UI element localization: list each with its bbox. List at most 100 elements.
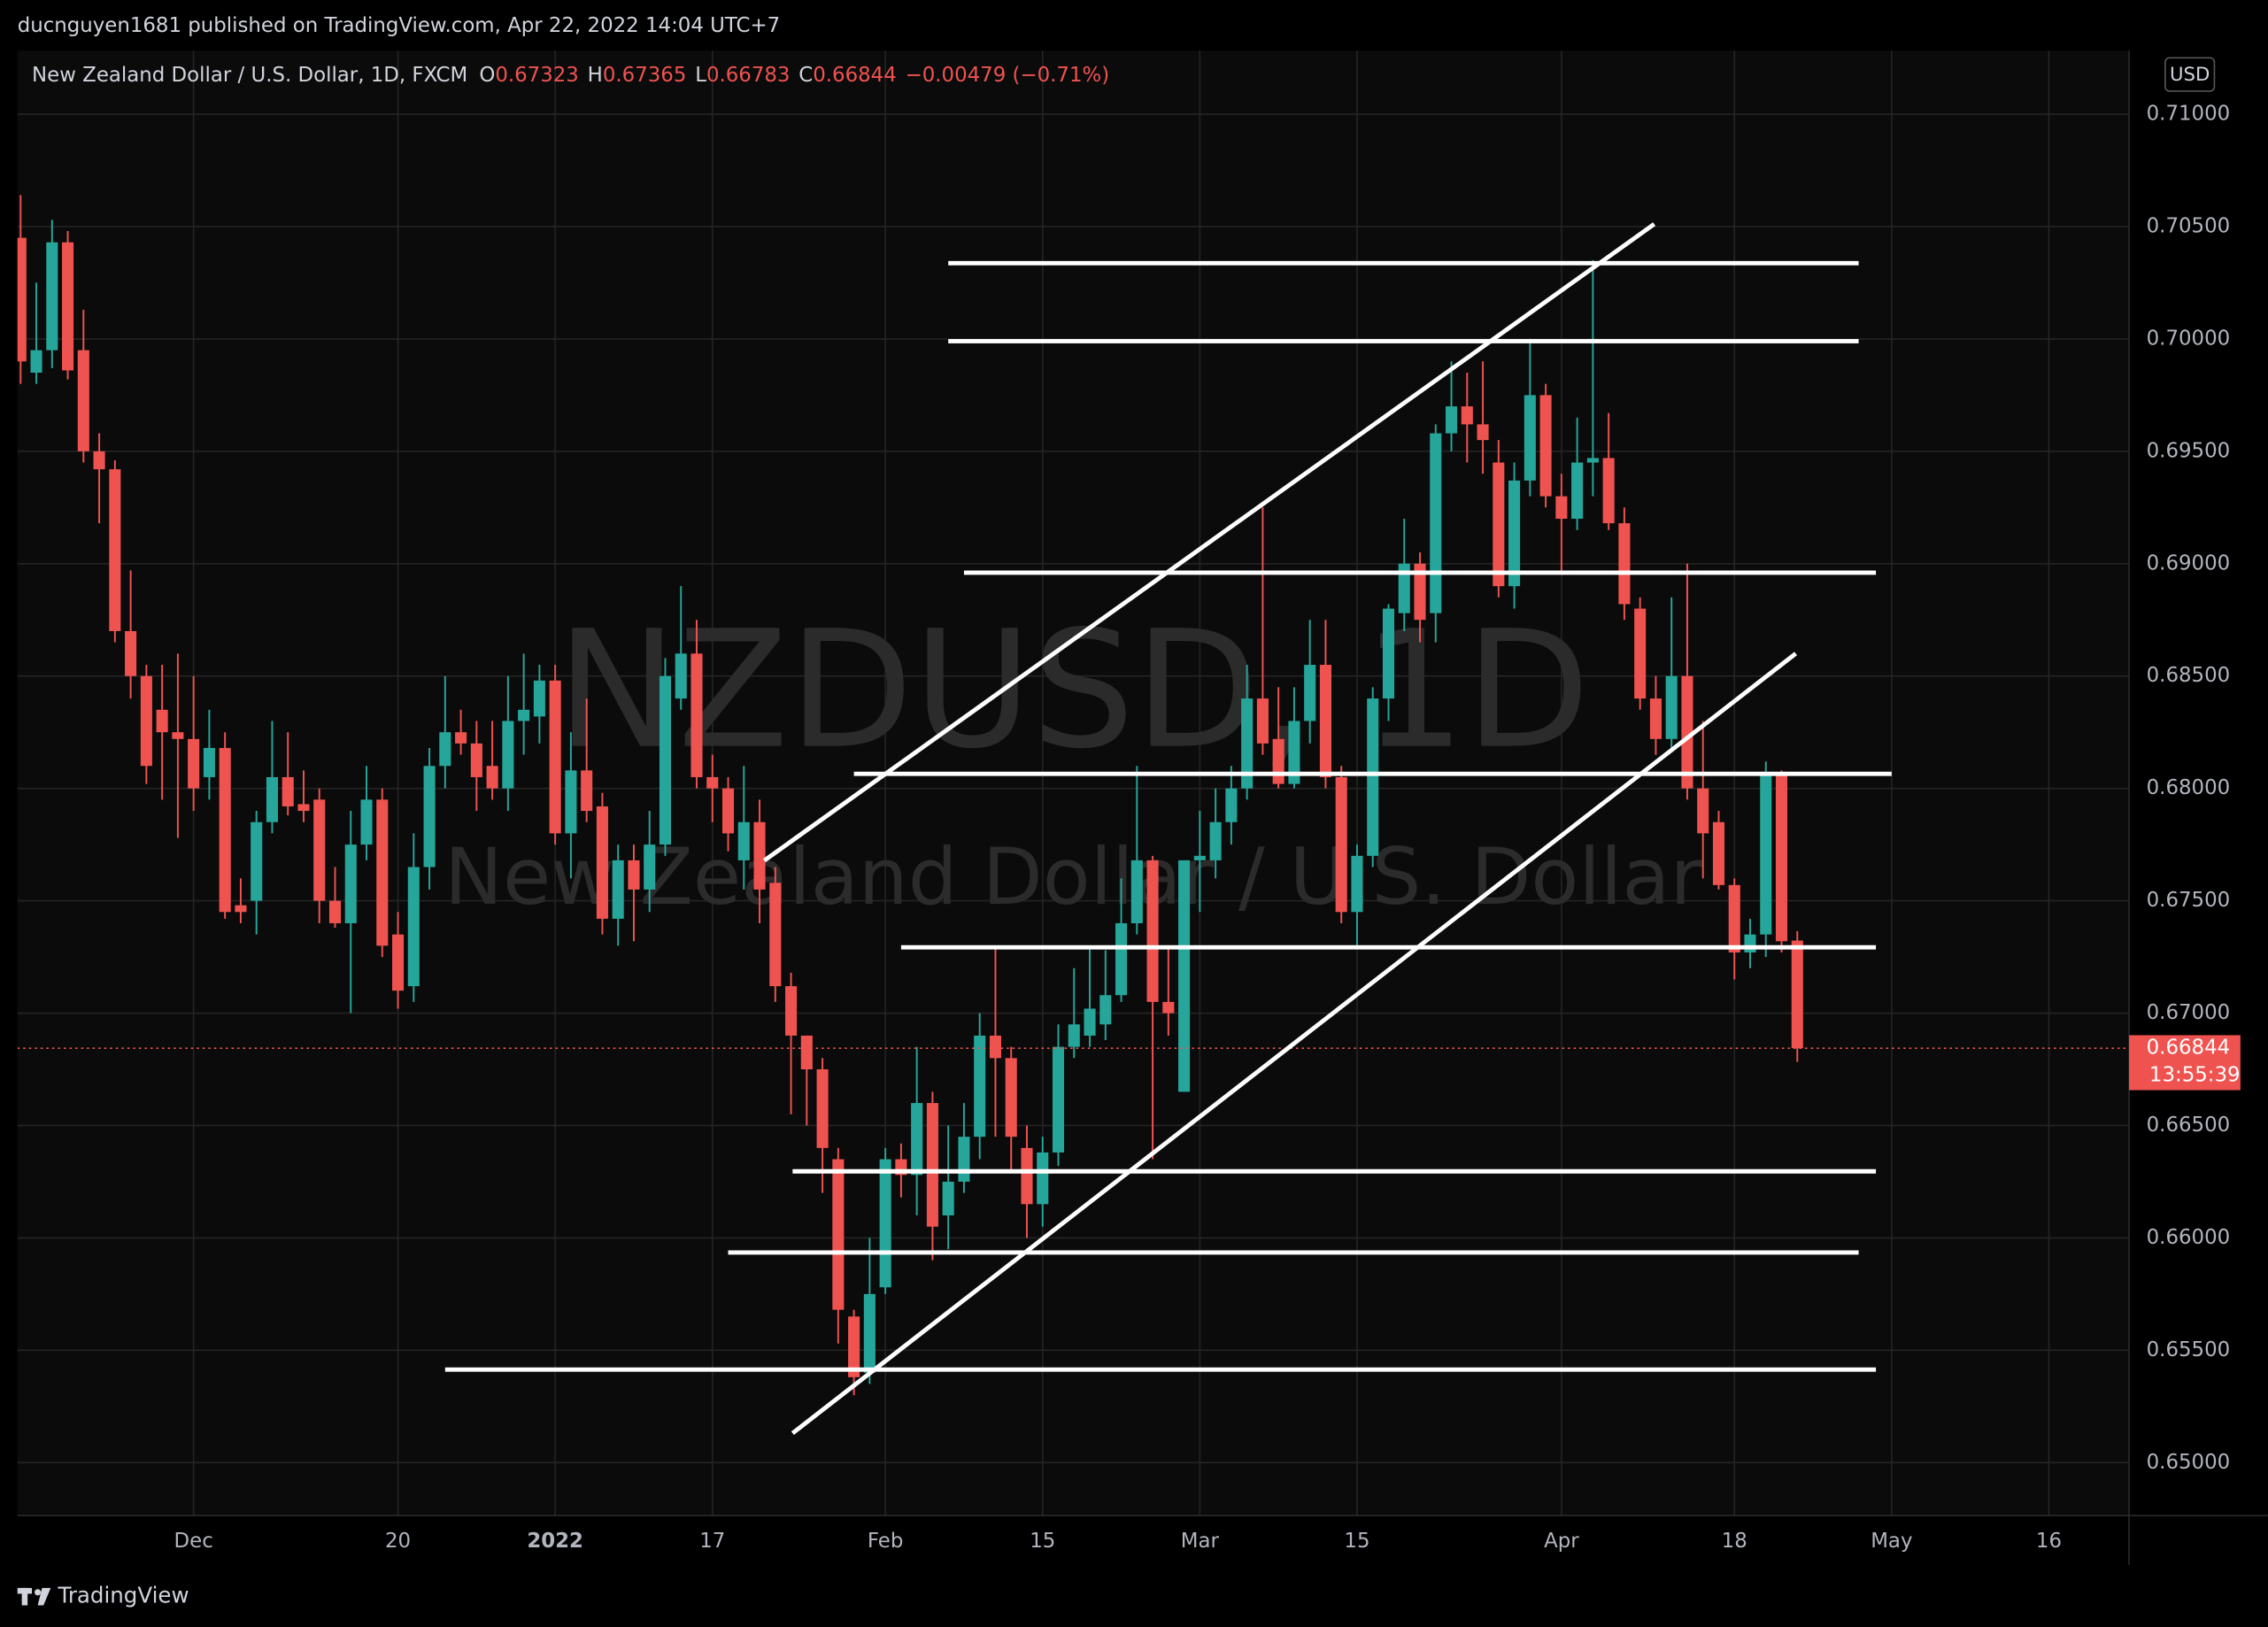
candle-body: [203, 747, 215, 777]
candle-body: [140, 675, 152, 767]
y-tick-label: 0.66000: [2147, 1226, 2231, 1249]
candle-body: [1209, 821, 1222, 860]
currency-button[interactable]: [2164, 57, 2216, 92]
last-price-box: [2129, 1035, 2241, 1091]
candle-body: [235, 905, 247, 913]
candle-body: [675, 653, 687, 699]
candle-body: [1084, 1008, 1096, 1036]
brand-logo: [17, 1587, 51, 1606]
candle-body: [863, 1293, 876, 1373]
symbol-legend: New Zealand Dollar / U.S. Dollar, 1D, FX…: [32, 63, 1109, 86]
candle-body: [581, 770, 593, 812]
x-tick-label: 16: [2036, 1530, 2062, 1553]
ohlc-label: C: [798, 63, 813, 86]
symbol-name: New Zealand Dollar / U.S. Dollar, 1D, FX…: [32, 63, 467, 86]
candle-body: [1130, 860, 1143, 923]
candle-body: [313, 799, 326, 901]
x-tick-label: Mar: [1181, 1530, 1220, 1553]
candle-body: [1539, 395, 1552, 497]
candle-body: [1351, 855, 1363, 913]
candle-body: [219, 747, 231, 913]
candle-body: [439, 732, 451, 767]
candle-body: [721, 788, 735, 834]
candle-body: [1256, 698, 1269, 744]
candle-body: [1446, 406, 1458, 434]
logo-part: [37, 1587, 51, 1606]
candle-body: [518, 709, 530, 721]
candle-body: [1665, 675, 1678, 739]
candle-body: [360, 799, 373, 845]
countdown-label: 13:55:39: [2149, 1064, 2241, 1087]
candle-body: [926, 1103, 938, 1227]
candle-body: [1649, 698, 1662, 739]
candle-body: [1398, 563, 1410, 613]
candle-body: [1272, 738, 1284, 784]
candle-body: [62, 242, 74, 371]
candle-body: [612, 860, 624, 919]
x-tick-label: 20: [385, 1530, 411, 1553]
candle-body: [1414, 563, 1426, 621]
y-tick-label: 0.68500: [2147, 664, 2231, 687]
candle-body: [1508, 480, 1521, 587]
candle-body: [423, 766, 436, 867]
candle-body: [282, 776, 294, 806]
candle-body: [644, 844, 656, 890]
y-tick-label: 0.67000: [2147, 1001, 2231, 1024]
candle-body: [628, 860, 640, 890]
candle-body: [1634, 608, 1647, 699]
candle-body: [455, 732, 467, 744]
axes: 0.65000 0.65500 0.66000 0.66500 0.67000 0.675…: [174, 103, 2241, 1553]
watermark-symbol: NZDUSD, 1D: [557, 597, 1591, 785]
candle-body: [1037, 1152, 1049, 1205]
candle-body: [785, 986, 798, 1036]
candle-body: [942, 1181, 954, 1216]
ohlc-label: L: [695, 63, 706, 86]
candle-body: [1791, 940, 1803, 1049]
x-tick-label: 17: [699, 1530, 725, 1553]
candle-body: [1477, 424, 1489, 441]
candle-body: [1681, 675, 1693, 789]
candle-body: [1744, 934, 1756, 952]
logo-part: [35, 1589, 42, 1596]
candle-body: [1193, 855, 1206, 860]
candle-body: [737, 821, 750, 860]
y-tick-label: 0.70000: [2147, 327, 2231, 350]
candle-body: [1099, 995, 1112, 1025]
x-tick-label: 2022: [527, 1530, 583, 1553]
candle-body: [549, 680, 561, 834]
candle-body: [1382, 608, 1395, 699]
y-tick-label: 0.71000: [2147, 103, 2231, 126]
candle-body: [1367, 698, 1379, 856]
y-tick-label: 0.67500: [2147, 889, 2231, 912]
candle-body: [659, 675, 672, 845]
candle-body: [1555, 496, 1568, 520]
trendline: [762, 222, 1656, 863]
candle-body: [1524, 395, 1536, 481]
candle-body: [769, 883, 782, 987]
candle-body: [1241, 698, 1254, 789]
candle-body: [533, 680, 545, 717]
candle-body: [407, 867, 420, 987]
candle-body: [156, 709, 168, 733]
candle-body: [1021, 1147, 1033, 1205]
candle-body: [1586, 458, 1599, 463]
candle-body: [1052, 1046, 1065, 1153]
x-tick-label: 15: [1344, 1530, 1369, 1553]
candle-body: [753, 821, 766, 890]
candle-body: [596, 806, 608, 919]
candle-body: [109, 469, 121, 631]
candle-body: [297, 804, 310, 812]
candle-body: [816, 1069, 829, 1148]
candle-body: [1304, 665, 1316, 721]
currency-label[interactable]: USD: [2170, 64, 2210, 86]
candle-body: [706, 776, 719, 789]
candle-body: [989, 1035, 1001, 1059]
candle-body: [1571, 462, 1584, 520]
ohlc-value: 0.66783: [706, 63, 791, 86]
candle-body: [1225, 788, 1238, 822]
drawings: [444, 222, 1892, 1435]
candle-body: [172, 732, 184, 739]
y-tick-label: 0.65500: [2147, 1338, 2231, 1361]
candle-body: [1162, 1001, 1175, 1014]
